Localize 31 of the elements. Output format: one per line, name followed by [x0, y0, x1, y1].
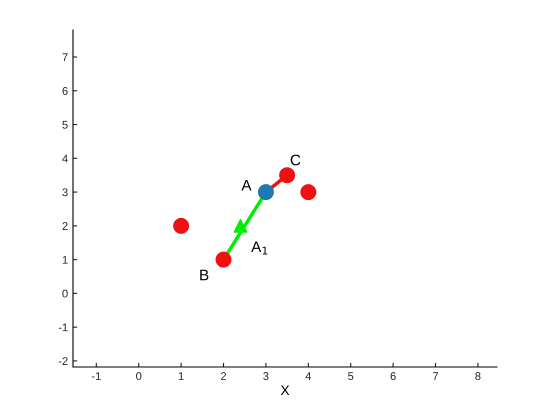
y-tick-label: 4 [62, 154, 68, 162]
x-tick-label: 3 [263, 372, 269, 380]
point [279, 167, 296, 184]
point [173, 218, 190, 234]
y-tick-label: 7 [62, 53, 68, 62]
x-tick-label: 5 [348, 372, 354, 380]
point [234, 218, 248, 233]
annotation: C [290, 154, 300, 166]
point [216, 252, 232, 268]
x-tick-label: 8 [475, 372, 481, 380]
y-tick-label: 5 [62, 120, 68, 129]
y-tick-label: 2 [62, 222, 68, 230]
y-tick-label: 1 [62, 256, 68, 264]
y-tick-label: 6 [62, 87, 68, 95]
x-axis-title: X [280, 386, 290, 396]
x-tick-label: 0 [136, 372, 142, 380]
x-tick-label: 4 [305, 372, 312, 380]
y-tick-label: 3 [62, 188, 68, 196]
point [300, 184, 316, 200]
annotation: A$_{1}$ [251, 241, 268, 254]
x-tick-label: 2 [220, 372, 226, 380]
point [258, 184, 274, 200]
annotation: B [200, 270, 208, 280]
annotation: A [241, 180, 252, 190]
y-tick-label: -1 [58, 324, 68, 332]
x-tick-label: 1 [178, 372, 184, 380]
x-tick-label: 7 [433, 372, 438, 380]
x-tick-label: 6 [390, 372, 396, 380]
y-tick-label: -2 [58, 357, 68, 365]
y-tick-label: 0 [62, 290, 68, 298]
x-tick-label: -1 [92, 372, 101, 380]
